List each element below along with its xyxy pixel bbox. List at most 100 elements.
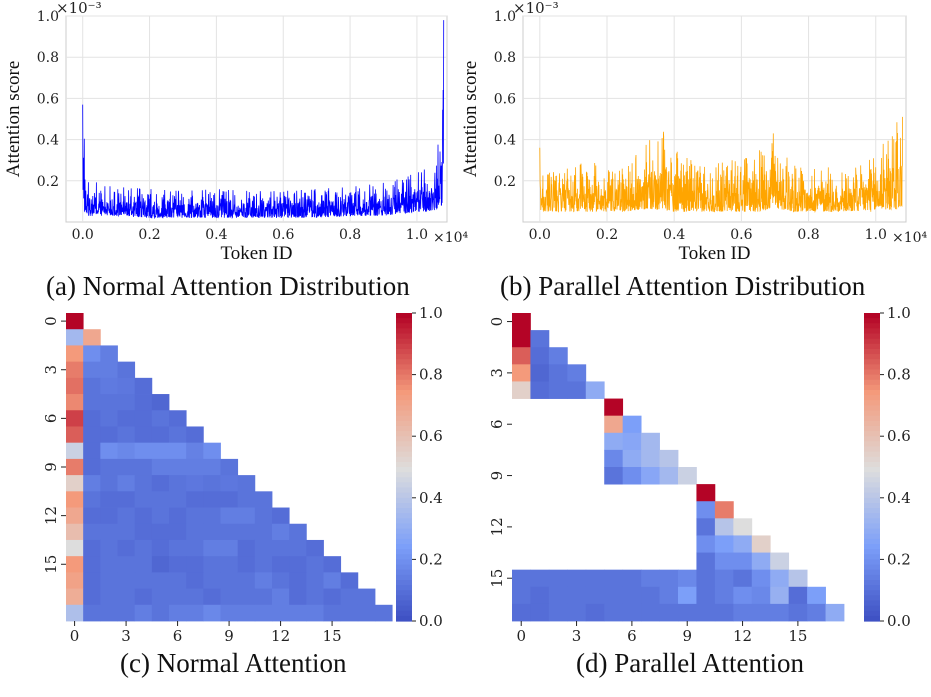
- heatmap-cell: [220, 491, 239, 508]
- colorbar-segment: [396, 364, 412, 371]
- heatmap-cell: [100, 442, 118, 460]
- y-tick-label: 1.0: [494, 9, 516, 25]
- heatmap-cell: [100, 475, 118, 492]
- heatmap-cell: [169, 410, 187, 427]
- colorbar-segment: [864, 605, 880, 612]
- heatmap-cell: [254, 491, 273, 508]
- heatmap-cell: [186, 442, 204, 460]
- heatmap-cell: [186, 426, 204, 444]
- heatmap-cell: [151, 491, 170, 508]
- heatmap-cell: [220, 507, 239, 525]
- heatmap-cell: [134, 475, 153, 492]
- heatmap-cell: [169, 475, 187, 492]
- x-scale-label: ×10⁴: [892, 230, 928, 246]
- heatmap-cell: [100, 410, 118, 427]
- heatmap-cell: [237, 604, 256, 622]
- colorbar-segment: [396, 605, 412, 612]
- heatmap-cell: [659, 586, 679, 605]
- heatmap-cell: [220, 523, 239, 541]
- x-axis-label: Token ID: [678, 243, 750, 264]
- colorbar-segment: [396, 528, 412, 535]
- colorbar-segment: [396, 579, 412, 586]
- colorbar-segment: [396, 415, 412, 422]
- heatmap-cell: [641, 467, 660, 485]
- heatmap-cell: [203, 539, 221, 557]
- heatmap-cell: [714, 518, 734, 536]
- heatmap-cell: [254, 604, 273, 622]
- heatmap-cell: [807, 603, 826, 622]
- heatmap-cell: [751, 535, 771, 553]
- heatmap-cell: [696, 484, 716, 502]
- heatmap-cell: [585, 586, 605, 605]
- heatmap-cell: [254, 523, 273, 541]
- heatmap-cell: [169, 556, 187, 573]
- colorbar-segment: [864, 523, 880, 530]
- heatmap-cell: [203, 572, 221, 589]
- heatmap-cell: [714, 552, 734, 571]
- heatmap-cell: [604, 449, 624, 468]
- colorbar-segment: [396, 590, 412, 596]
- heatmap-cell: [788, 586, 808, 605]
- colorbar-segment: [396, 410, 412, 417]
- normal-attention-distribution-chart: 0.0 0.2 0.4 0.6 0.8 1.00.20.40.60.81.0×10⁻³×1…: [3, 0, 469, 264]
- heatmap-cell: [567, 381, 587, 399]
- colorbar-segment: [864, 508, 880, 514]
- heatmap-cell: [825, 603, 845, 622]
- colorbar-segment: [396, 544, 412, 550]
- colorbar-segment: [396, 313, 412, 319]
- heatmap-cell: [186, 539, 204, 557]
- heatmap-cell: [169, 523, 187, 541]
- colorbar-tick-label: 1.0: [887, 304, 911, 322]
- colorbar-tick-label: 0.2: [887, 550, 911, 568]
- heatmap-cell: [254, 539, 273, 557]
- caption-b: (b) Parallel Attention Distribution: [500, 271, 866, 301]
- caption-d: (d) Parallel Attention: [576, 648, 804, 678]
- heatmap-cell: [134, 458, 153, 476]
- y-tick-label: 3: [488, 368, 506, 378]
- heatmap-cell: [117, 442, 136, 460]
- heatmap-cell: [567, 364, 587, 382]
- colorbar-segment: [864, 364, 880, 371]
- heatmap-cell: [83, 588, 101, 606]
- heatmap-cell: [186, 507, 204, 525]
- heatmap-cell: [733, 552, 753, 571]
- x-tick-label: 1.0: [406, 227, 428, 243]
- x-tick-label: 0.4: [663, 227, 685, 243]
- heatmap-cell: [678, 586, 697, 605]
- colorbar-segment: [864, 544, 880, 550]
- heatmap-cell: [83, 426, 101, 444]
- heatmap-cell: [696, 603, 716, 622]
- heatmap-cell: [220, 539, 239, 557]
- y-scale-label: ×10⁻³: [513, 0, 559, 17]
- heatmap-cell: [66, 410, 84, 427]
- y-tick-label: 0.4: [37, 133, 59, 149]
- x-tick-label: 0.0: [529, 227, 551, 243]
- colorbar-segment: [864, 528, 880, 535]
- heatmap-cell: [751, 552, 771, 571]
- heatmap-cell: [100, 539, 118, 557]
- heatmap-cell: [83, 539, 101, 557]
- heatmap-cell: [512, 347, 531, 365]
- heatmap-cell: [237, 475, 256, 492]
- heatmap-cell: [548, 364, 568, 382]
- x-tick-label: 1.0: [865, 227, 887, 243]
- colorbar-segment: [864, 425, 880, 432]
- heatmap-cell: [659, 449, 679, 468]
- attention-score-series: [539, 116, 903, 214]
- y-tick-label: 0: [42, 316, 60, 326]
- heatmap-cell: [585, 603, 605, 622]
- colorbar-segment: [396, 441, 412, 448]
- heatmap-cell: [530, 586, 550, 605]
- colorbar-segment: [864, 436, 880, 442]
- heatmap-cell: [567, 569, 587, 588]
- heatmap-cell: [306, 556, 324, 573]
- colorbar-segment: [864, 384, 880, 391]
- colorbar-segment: [864, 456, 880, 463]
- heatmap-cell: [220, 458, 239, 476]
- heatmap-cell: [323, 572, 342, 589]
- colorbar-tick-label: 0.8: [419, 366, 443, 384]
- heatmap-cell: [770, 569, 790, 588]
- colorbar-segment: [396, 502, 412, 509]
- x-tick-label: 0.6: [730, 227, 752, 243]
- heatmap-cell: [237, 491, 256, 508]
